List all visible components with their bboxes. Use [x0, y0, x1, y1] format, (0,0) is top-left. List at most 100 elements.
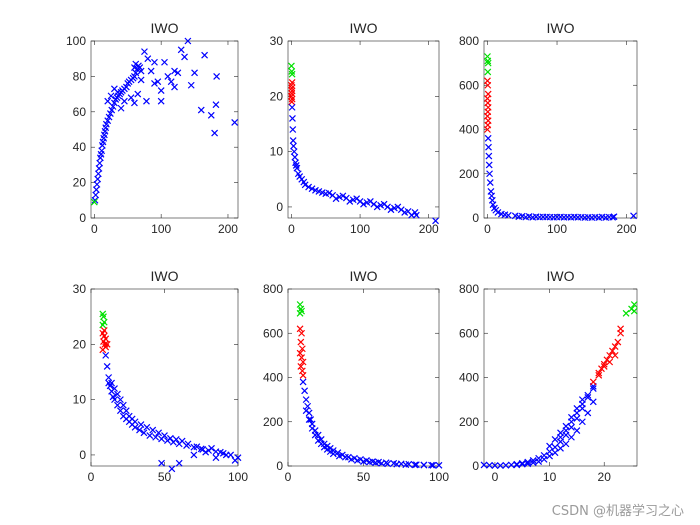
- data-point: [420, 461, 428, 469]
- data-point: [299, 378, 307, 386]
- data-point: [432, 217, 439, 225]
- data-point: [304, 402, 312, 410]
- y-tick-label: 0: [276, 459, 283, 473]
- series-blue: [480, 382, 597, 469]
- data-point: [143, 423, 151, 431]
- data-point: [401, 209, 409, 216]
- data-point: [222, 451, 230, 459]
- data-point: [108, 379, 116, 387]
- data-point: [290, 142, 297, 150]
- data-point: [296, 309, 304, 317]
- y-tick-label: 400: [263, 371, 283, 385]
- data-point: [484, 68, 492, 76]
- data-point: [484, 59, 492, 67]
- data-point: [551, 449, 559, 457]
- x-tick-label: 100: [228, 470, 248, 484]
- data-point: [573, 427, 581, 435]
- data-point: [308, 424, 316, 432]
- data-point: [171, 83, 178, 91]
- data-point: [598, 213, 606, 221]
- data-point: [114, 88, 122, 96]
- x-tick-label: 0: [484, 222, 491, 236]
- data-point: [605, 213, 613, 221]
- data-point: [573, 409, 581, 417]
- data-point: [325, 189, 333, 197]
- data-point: [134, 90, 142, 98]
- data-point: [146, 432, 154, 440]
- y-tick-label: 0: [472, 459, 479, 473]
- data-point: [360, 458, 367, 465]
- data-point: [199, 445, 207, 453]
- data-point: [299, 358, 307, 366]
- data-point: [127, 94, 135, 102]
- data-point: [562, 427, 570, 435]
- data-point: [184, 37, 192, 45]
- subplot-3: IWO 0 100 200 0 200 400 600 800: [459, 20, 638, 236]
- series-red: [589, 325, 625, 386]
- data-point: [329, 450, 337, 458]
- data-point: [197, 445, 205, 453]
- data-point: [105, 113, 113, 121]
- x-tick-label: 200: [218, 222, 238, 236]
- data-point: [301, 387, 309, 395]
- x-tick-label: 100: [151, 222, 171, 236]
- data-point: [485, 152, 493, 160]
- data-point: [157, 87, 165, 94]
- data-point: [289, 126, 297, 133]
- y-tick-label: 400: [459, 371, 479, 385]
- data-point: [299, 371, 307, 379]
- data-point: [529, 459, 537, 467]
- data-point: [114, 390, 121, 398]
- data-point: [611, 343, 619, 350]
- y-tick-label: 0: [472, 211, 479, 225]
- data-point: [484, 126, 491, 133]
- data-point: [117, 104, 125, 112]
- y-tick-label: 600: [459, 78, 479, 92]
- subplot-5: IWO 0 50 100 0 200 400 600 800: [263, 268, 449, 484]
- data-point: [102, 351, 110, 359]
- data-point: [305, 416, 313, 423]
- data-point: [213, 72, 221, 80]
- data-point: [353, 195, 361, 203]
- data-point: [151, 80, 158, 87]
- data-point: [360, 200, 367, 208]
- x-tick-label: 100: [350, 222, 370, 236]
- data-point: [144, 55, 152, 63]
- data-point: [288, 70, 296, 78]
- data-point: [584, 393, 592, 401]
- data-point: [104, 97, 112, 105]
- y-tick-label: 200: [263, 415, 283, 429]
- data-point: [143, 97, 150, 105]
- data-point: [551, 443, 559, 451]
- data-point: [120, 97, 128, 105]
- data-point: [288, 98, 296, 106]
- data-point: [216, 448, 224, 456]
- data-point: [494, 209, 502, 216]
- data-point: [212, 454, 220, 462]
- data-point: [288, 103, 296, 111]
- data-point: [141, 48, 148, 56]
- x-tick-label: 100: [547, 222, 567, 236]
- data-point: [429, 461, 437, 469]
- y-tick-label: 800: [263, 282, 283, 296]
- data-point: [408, 211, 415, 219]
- data-point: [212, 101, 220, 109]
- data-point: [290, 148, 298, 156]
- x-tick-label: 0: [285, 470, 292, 484]
- data-point: [551, 436, 559, 443]
- series-blue: [91, 37, 239, 204]
- data-point: [354, 457, 361, 464]
- data-point: [184, 440, 192, 448]
- subplot-title: IWO: [350, 268, 378, 284]
- data-point: [164, 72, 172, 80]
- data-point: [131, 99, 138, 107]
- data-point: [522, 213, 530, 221]
- data-point: [484, 57, 492, 65]
- data-point: [99, 321, 107, 329]
- data-point: [140, 429, 148, 437]
- data-point: [314, 431, 322, 439]
- data-point: [288, 79, 296, 86]
- data-point: [428, 461, 435, 469]
